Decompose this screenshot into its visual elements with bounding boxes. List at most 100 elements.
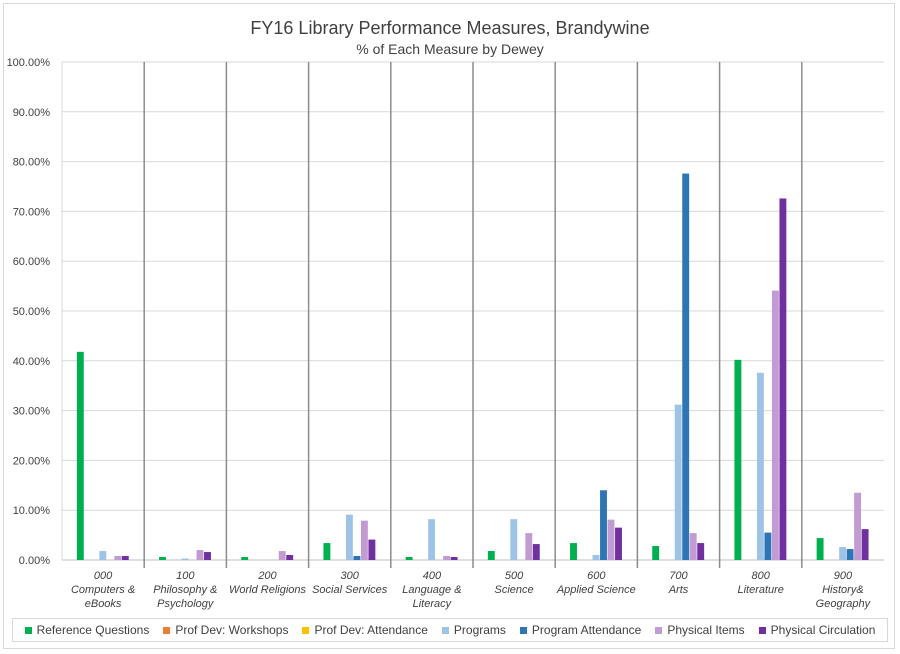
- x-category-label: 800: [752, 570, 771, 582]
- chart-frame: [3, 3, 895, 649]
- legend-item: Reference Questions: [24, 623, 150, 637]
- bar: [443, 556, 451, 560]
- bar: [674, 404, 682, 560]
- bar: [854, 492, 862, 560]
- bar: [99, 551, 107, 560]
- bar: [323, 543, 331, 560]
- x-category-label: Social Services: [312, 584, 388, 596]
- y-tick-label: 40.00%: [13, 356, 51, 368]
- chart-subtitle: % of Each Measure by Dewey: [356, 41, 544, 57]
- bar: [286, 555, 294, 560]
- bar: [764, 532, 772, 560]
- legend-swatch: [302, 626, 310, 634]
- bar: [592, 555, 600, 560]
- chart-title: FY16 Library Performance Measures, Brand…: [250, 18, 650, 38]
- x-category-label: 400: [423, 570, 442, 582]
- x-category-label: Philosophy &: [153, 584, 217, 596]
- legend-label: Reference Questions: [36, 623, 150, 637]
- bar: [689, 533, 697, 560]
- bar: [607, 519, 615, 560]
- legend-swatch: [758, 626, 766, 634]
- y-tick-label: 70.00%: [13, 206, 51, 218]
- bar: [487, 551, 495, 560]
- bar: [734, 359, 742, 560]
- bar: [600, 490, 607, 560]
- legend-swatch: [24, 626, 32, 634]
- bar: [532, 544, 540, 560]
- bar: [861, 529, 869, 560]
- bar: [121, 556, 129, 560]
- legend-label: Physical Items: [667, 623, 745, 637]
- x-category-label: Science: [495, 584, 534, 596]
- legend-item: Prof Dev: Workshops: [163, 623, 288, 637]
- bar: [525, 533, 533, 560]
- y-tick-label: 90.00%: [13, 107, 51, 119]
- x-category-label: Arts: [668, 584, 689, 596]
- bar: [779, 198, 787, 560]
- bar: [771, 290, 779, 560]
- bar: [360, 520, 368, 560]
- legend-item: Physical Items: [655, 623, 745, 637]
- x-category-label: 000: [94, 570, 113, 582]
- x-category-label: Geography: [816, 598, 872, 610]
- x-category-label: History&: [822, 584, 864, 596]
- bar: [450, 557, 458, 560]
- x-category-label: Computers &: [71, 584, 135, 596]
- x-category-label: 100: [176, 570, 195, 582]
- x-category-label: Applied Science: [556, 584, 636, 596]
- legend-swatch: [655, 626, 663, 634]
- x-category-label: 200: [257, 570, 277, 582]
- bar: [345, 514, 353, 560]
- bar: [196, 550, 204, 560]
- x-category-label: Literature: [737, 584, 783, 596]
- legend-label: Prof Dev: Workshops: [175, 623, 289, 637]
- bar: [697, 543, 705, 560]
- legend-swatch: [163, 626, 171, 634]
- bar: [428, 519, 436, 560]
- bar: [510, 519, 518, 560]
- bar: [570, 543, 577, 560]
- bar: [353, 556, 361, 560]
- x-category-label: Language &: [402, 584, 461, 596]
- bar: [846, 549, 854, 560]
- bar: [76, 351, 84, 560]
- legend-label: Prof Dev: Attendance: [314, 623, 428, 637]
- legend: Reference Questions Prof Dev: Workshops Pr…: [12, 618, 888, 642]
- y-tick-label: 20.00%: [13, 455, 51, 467]
- x-category-label: World Religions: [229, 584, 307, 596]
- y-tick-label: 30.00%: [13, 406, 51, 418]
- y-tick-label: 60.00%: [13, 256, 51, 268]
- legend-item: Program Attendance: [519, 623, 642, 637]
- y-tick-label: 50.00%: [13, 306, 51, 318]
- y-tick-label: 100.00%: [7, 57, 51, 69]
- x-category-label: 700: [669, 570, 688, 582]
- x-category-label: 900: [834, 570, 853, 582]
- legend-item: Physical Circulation: [758, 623, 876, 637]
- legend-swatch: [519, 626, 527, 634]
- x-category-label: 600: [587, 570, 606, 582]
- x-category-label: Literacy: [413, 598, 453, 610]
- bar: [839, 547, 847, 560]
- bar: [278, 551, 286, 560]
- y-tick-label: 10.00%: [13, 505, 51, 517]
- bar: [159, 557, 166, 560]
- legend-item: Prof Dev: Attendance: [302, 623, 428, 637]
- y-tick-label: 80.00%: [13, 157, 51, 169]
- legend-label: Programs: [453, 623, 506, 637]
- legend-label: Program Attendance: [531, 623, 642, 637]
- bar: [756, 372, 764, 560]
- x-category-label: Psychology: [157, 598, 215, 610]
- x-category-label: eBooks: [85, 598, 122, 610]
- bar: [368, 539, 376, 560]
- legend-label: Physical Circulation: [770, 623, 876, 637]
- bar: [114, 556, 122, 560]
- bar: [241, 557, 249, 560]
- x-category-label: 300: [341, 570, 360, 582]
- bar: [652, 546, 660, 560]
- bar: [405, 557, 413, 560]
- legend-item: Programs: [441, 623, 506, 637]
- bar: [204, 552, 211, 560]
- bar: [682, 173, 690, 560]
- legend-swatch: [441, 626, 449, 634]
